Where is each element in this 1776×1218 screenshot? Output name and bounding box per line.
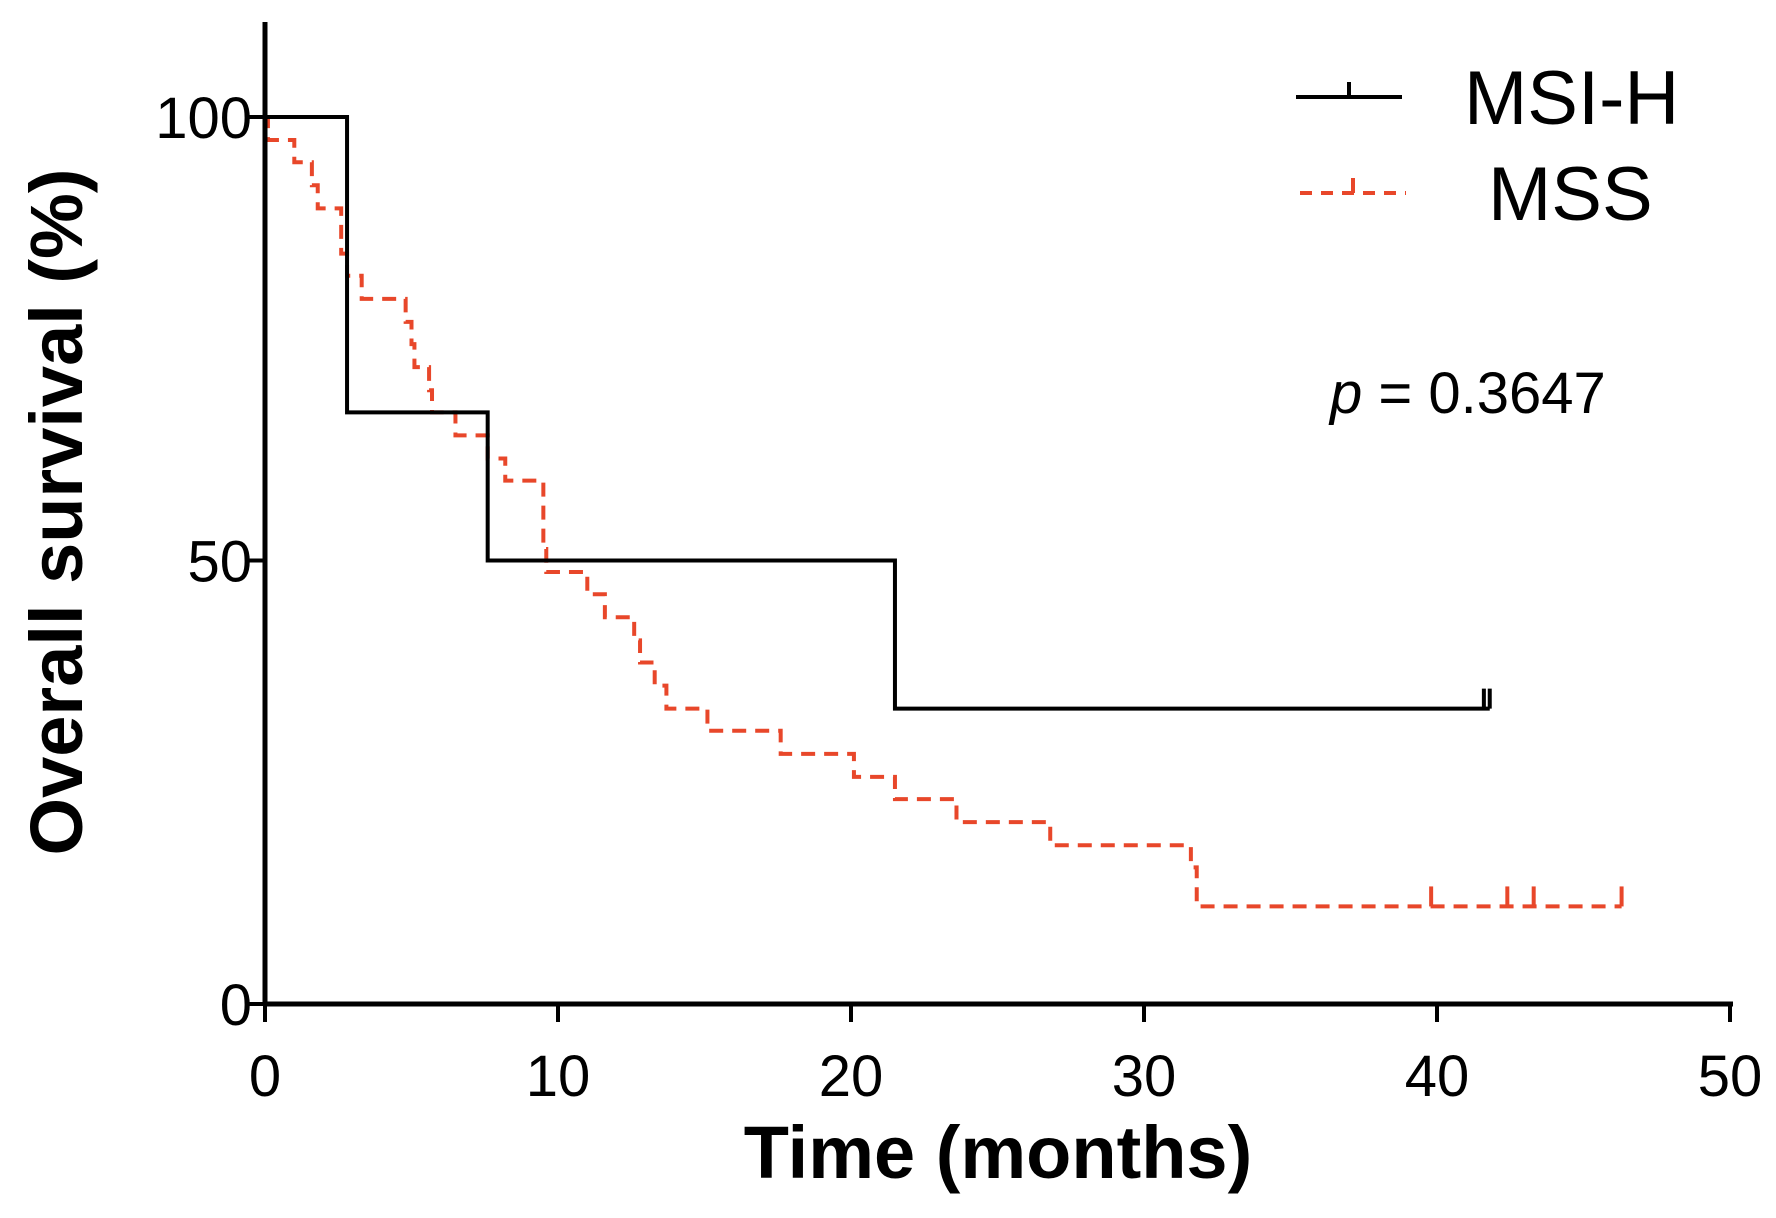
p-value-number: = 0.3647 [1362,361,1606,426]
series-line-mss [265,115,1622,909]
plot-area [265,115,1624,909]
x-axis-title: Time (months) [744,1111,1252,1194]
y-axis-ticks: 0 50 100 [155,86,265,1038]
legend-item-mss: MSS [1300,152,1653,237]
x-tick-label: 20 [819,1044,884,1109]
legend-label-msi-h: MSI-H [1464,56,1679,141]
y-tick-label: 100 [155,86,252,151]
x-tick-label: 50 [1698,1044,1763,1109]
legend-label-mss: MSS [1488,152,1653,237]
series-line-msi-h [265,115,1490,711]
p-value-symbol: p [1328,361,1362,426]
p-value-annotation: p = 0.3647 [1328,361,1606,426]
y-tick-label: 50 [187,530,252,595]
x-axis-ticks: 0 10 20 30 40 50 [249,1004,1762,1109]
legend: MSI-H MSS [1296,56,1679,237]
legend-item-msi-h: MSI-H [1296,56,1679,141]
y-axis-title: Overall survival (%) [15,169,98,856]
x-tick-label: 40 [1405,1044,1470,1109]
x-tick-label: 10 [526,1044,591,1109]
x-tick-label: 0 [249,1044,281,1109]
y-tick-label: 0 [220,973,252,1038]
x-tick-label: 30 [1112,1044,1177,1109]
